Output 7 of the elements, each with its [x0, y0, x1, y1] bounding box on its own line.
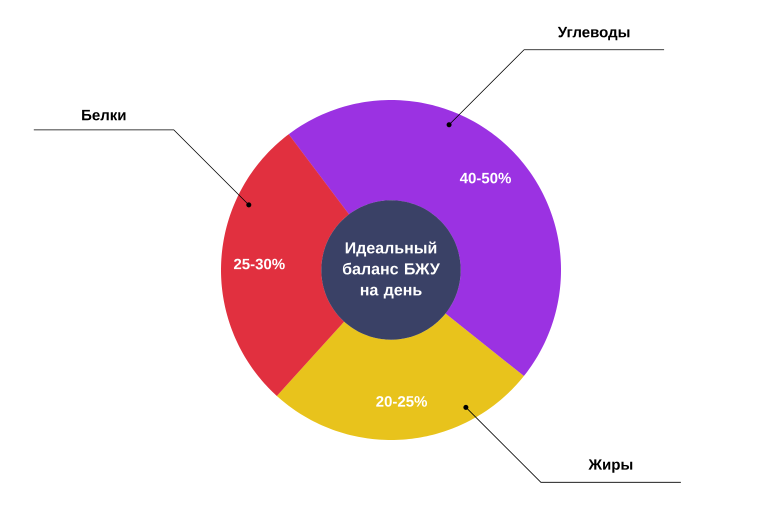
text: 20-25%	[376, 396, 428, 407]
text: Идеальный баланс БЖУ на день	[342, 241, 440, 299]
slice-label: Жиры	[588, 459, 632, 473]
text: 40-50%	[460, 172, 511, 184]
slice-label: Углеводы	[558, 26, 630, 40]
slice-label: Белки	[82, 110, 126, 120]
text: 25-30%	[234, 258, 285, 270]
